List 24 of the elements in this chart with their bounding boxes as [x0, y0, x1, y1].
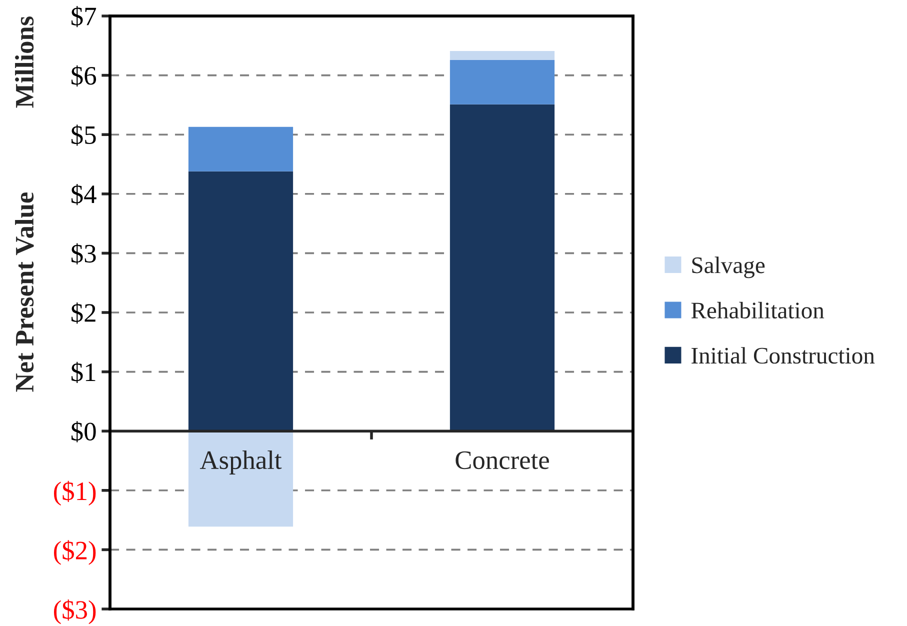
y-tick-label: $4 — [72, 184, 96, 206]
y-tick-label: ($3) — [54, 599, 96, 624]
y-tick-label: ($2) — [54, 540, 96, 565]
x-tick-label: Asphalt — [200, 450, 282, 474]
y-tick-label: ($1) — [54, 480, 96, 506]
bar — [450, 104, 555, 432]
text: Millions — [15, 16, 34, 108]
legend-label: Salvage — [692, 256, 765, 278]
y-tick-label: $5 — [72, 124, 96, 146]
bar — [188, 126, 294, 172]
y-tick-label: $0 — [72, 421, 96, 442]
y-tick-label: $6 — [72, 65, 96, 86]
y-tick-label: $1 — [72, 362, 96, 383]
x-tick-label: Concrete — [456, 451, 549, 470]
y-tick-label: $7 — [72, 6, 96, 28]
bar — [188, 431, 294, 527]
y-tick-label: $3 — [72, 243, 96, 264]
bar — [188, 171, 294, 432]
y-axis-title: Net Present Value — [15, 192, 34, 392]
y-tick-label: $2 — [72, 302, 96, 324]
bar — [450, 50, 555, 60]
legend-label: Initial Construction — [692, 347, 875, 364]
bar — [450, 60, 555, 104]
legend-label: Rehabilitation — [691, 302, 824, 319]
